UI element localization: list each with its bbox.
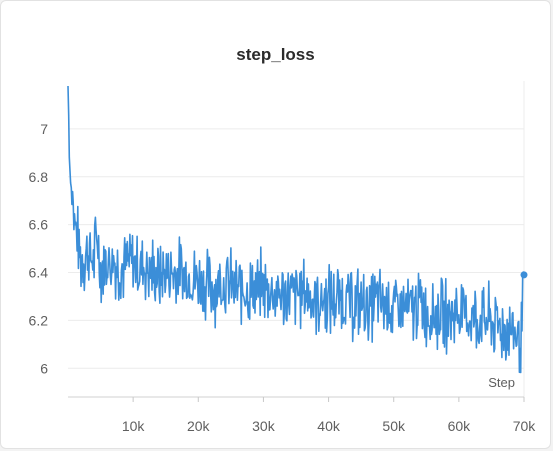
y-tick-label: 6.2 [29,312,49,328]
y-tick-label: 6 [40,360,48,376]
x-tick-label: 30k [252,418,276,434]
x-tick-label: 50k [382,418,406,434]
y-tick-label: 6.6 [29,217,49,233]
chart-title: step_loss [236,45,315,64]
last-point-marker [520,271,528,279]
x-tick-label: 10k [122,418,146,434]
x-tick-label: 70k [513,418,537,434]
x-tick-label: 20k [187,418,211,434]
loss-line [67,85,525,374]
x-tick-label: 40k [317,418,341,434]
x-axis-label: Step [488,375,515,390]
y-tick-label: 7 [40,121,48,137]
y-tick-label: 6.4 [29,265,49,281]
y-tick-label: 6.8 [29,169,49,185]
x-tick-label: 60k [448,418,472,434]
